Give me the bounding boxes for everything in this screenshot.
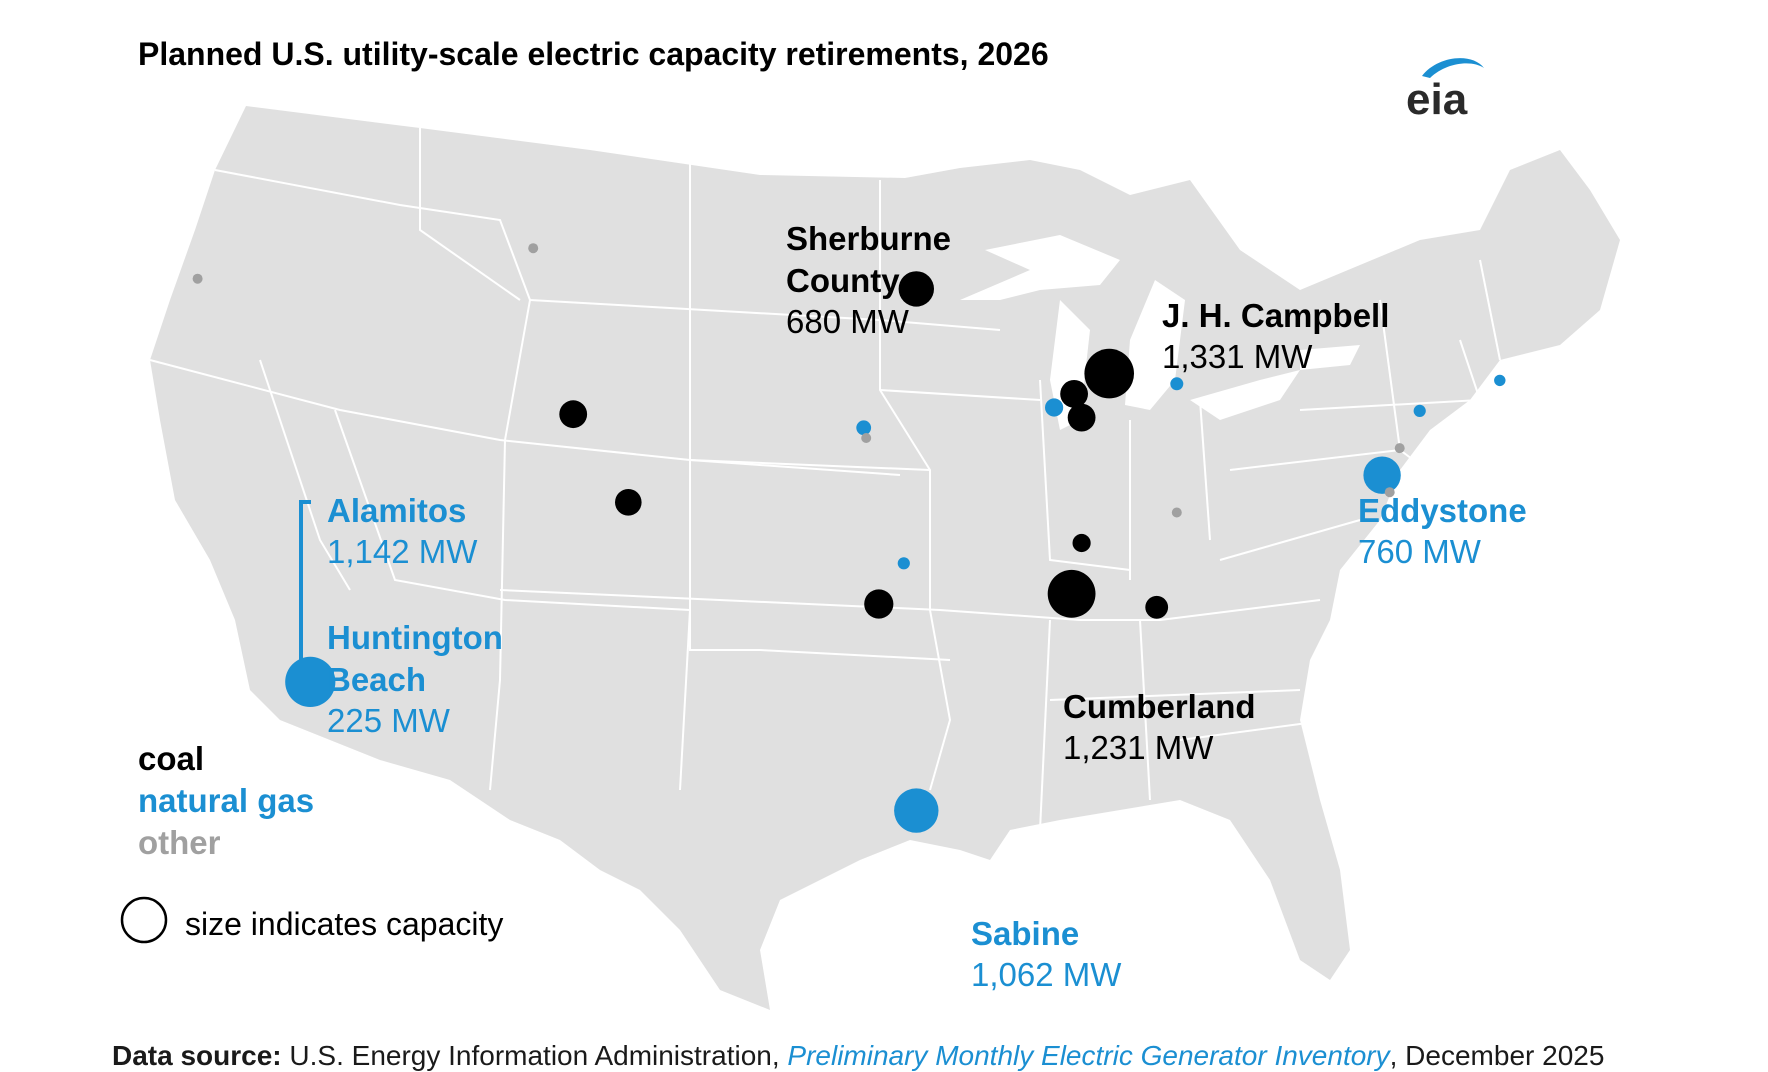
plant-marker-plant-24	[1384, 487, 1395, 498]
eddystone-name: Eddystone	[1358, 492, 1527, 529]
huntington-capacity: 225 MW	[327, 702, 450, 739]
eia-logo-text: eia	[1406, 75, 1468, 120]
legend-other: other	[138, 824, 221, 861]
alamitos-capacity: 1,142 MW	[327, 533, 478, 570]
plant-marker-plant-15	[1170, 377, 1184, 391]
plant-marker-sherburne-county	[898, 271, 934, 307]
plant-markers	[192, 243, 1506, 833]
label-bracket	[299, 500, 311, 672]
label-eddystone: Eddystone 760 MW	[1358, 490, 1527, 572]
label-alamitos: Alamitos 1,142 MW	[327, 490, 477, 572]
eddystone-capacity: 760 MW	[1358, 533, 1481, 570]
label-cumberland: Cumberland 1,231 MW	[1063, 686, 1256, 768]
plant-marker-plant-11	[1072, 533, 1091, 553]
plant-marker-plant-18	[1494, 374, 1506, 387]
huntington-name-line2: Beach	[327, 661, 427, 698]
plant-marker-plant-13	[1045, 398, 1064, 417]
source-text: U.S. Energy Information Administration,	[289, 1040, 780, 1071]
sherburne-name-line1: Sherburne	[786, 220, 952, 257]
huntington-name-line1: Huntington	[327, 619, 503, 656]
plant-marker-plant-22	[1394, 443, 1405, 454]
plant-marker-plant-19	[192, 273, 203, 284]
legend-size-note: size indicates capacity	[185, 906, 504, 942]
campbell-capacity: 1,331 MW	[1162, 338, 1313, 375]
label-huntington: Huntington Beach 225 MW	[327, 617, 503, 741]
plant-marker-j-h-campbell	[1084, 348, 1134, 399]
plant-marker-plant-17	[1413, 404, 1426, 417]
us-land	[150, 106, 1620, 1010]
plant-marker-plant-14	[856, 420, 872, 436]
plant-marker-plant-16	[897, 557, 910, 570]
legend-coal: coal	[138, 740, 205, 777]
legend-natural-gas: natural gas	[138, 782, 315, 819]
sabine-capacity: 1,062 MW	[971, 956, 1122, 993]
plant-marker-plant-23	[861, 433, 872, 443]
map-title: Planned U.S. utility-scale electric capa…	[138, 36, 1049, 72]
legend-size-circle	[120, 896, 168, 944]
campbell-name: J. H. Campbell	[1162, 297, 1390, 334]
plant-marker-plant-21	[1171, 507, 1182, 518]
plant-marker-plant-9	[615, 489, 642, 516]
sabine-name: Sabine	[971, 915, 1080, 952]
plant-marker-plant-7	[1067, 403, 1096, 432]
source-label: Data source:	[112, 1040, 282, 1071]
source-date: , December 2025	[1389, 1040, 1605, 1071]
alamitos-name: Alamitos	[327, 492, 467, 529]
cumberland-name: Cumberland	[1063, 688, 1256, 725]
label-campbell: J. H. Campbell 1,331 MW	[1162, 295, 1389, 377]
plant-marker-alamitos-huntington-beach	[285, 656, 336, 708]
sherburne-name-line2: County	[786, 262, 900, 299]
sherburne-capacity: 680 MW	[786, 303, 909, 340]
source-link[interactable]: Preliminary Monthly Electric Generator I…	[787, 1040, 1390, 1071]
plant-marker-sabine	[894, 788, 939, 833]
plant-marker-plant-20	[528, 243, 539, 254]
data-source: Data source: U.S. Energy Information Adm…	[112, 1040, 1604, 1072]
label-sherburne: Sherburne County 680 MW	[786, 218, 951, 342]
eia-logo: eia	[1392, 50, 1492, 124]
plant-marker-plant-8	[559, 400, 588, 429]
eia-swoosh-icon: eia	[1406, 58, 1484, 124]
state-borders	[149, 128, 1501, 831]
plant-marker-plant-6	[1060, 380, 1088, 408]
plant-marker-plant-10	[864, 589, 894, 619]
cumberland-capacity: 1,231 MW	[1063, 729, 1214, 766]
great-lakes	[960, 235, 1360, 430]
plant-marker-cumberland	[1047, 569, 1096, 618]
plant-marker-eddystone	[1363, 456, 1401, 494]
plant-marker-plant-12	[1145, 595, 1169, 619]
label-sabine: Sabine 1,062 MW	[971, 913, 1121, 995]
